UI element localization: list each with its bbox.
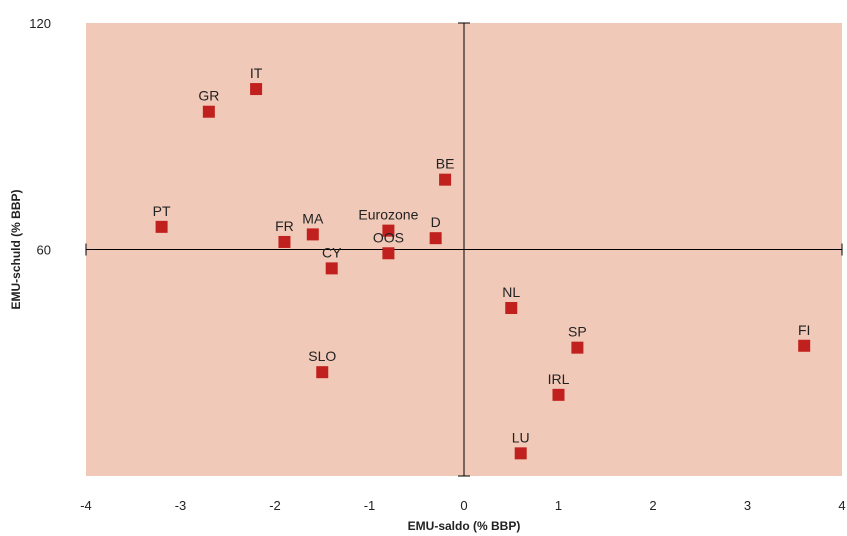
point-label-fr: FR — [275, 218, 294, 234]
data-point-oos — [382, 247, 395, 260]
data-point-be — [439, 173, 452, 186]
point-label-oos: OOS — [373, 229, 404, 245]
point-label-cy: CY — [322, 244, 342, 260]
data-point-pt — [155, 220, 168, 233]
data-point-fi — [798, 339, 811, 352]
point-label-d: D — [431, 214, 441, 230]
point-label-be: BE — [436, 156, 455, 172]
data-point-labels: IT GR BE PT FR MA Eurozone D CY OOS NL SP FI SLO IRL LU — [153, 65, 811, 445]
x-tick-label: 2 — [649, 498, 656, 513]
point-label-slo: SLO — [308, 348, 336, 364]
data-point-irl — [552, 388, 565, 401]
data-point-nl — [505, 302, 518, 315]
data-points — [155, 83, 811, 460]
x-tick-label: 0 — [460, 498, 467, 513]
x-tick-labels: -4 -3 -2 -1 0 1 2 3 4 — [80, 498, 845, 513]
data-point-cy — [325, 262, 338, 275]
point-label-pt: PT — [153, 203, 171, 219]
y-tick-labels: 120 60 — [29, 16, 51, 258]
x-tick-label: -4 — [80, 498, 92, 513]
y-tick-label: 60 — [37, 243, 51, 258]
point-label-ma: MA — [302, 210, 324, 226]
data-point-eurozone — [382, 224, 395, 237]
data-point-sp — [571, 341, 584, 354]
x-tick-label: -3 — [175, 498, 187, 513]
axis-tick-marks — [85, 22, 843, 477]
point-label-fi: FI — [798, 322, 810, 338]
data-point-gr — [202, 105, 215, 118]
x-tick-label: -2 — [269, 498, 281, 513]
data-point-ma — [306, 228, 319, 241]
point-label-irl: IRL — [548, 371, 570, 387]
point-label-gr: GR — [198, 88, 219, 104]
point-label-lu: LU — [512, 429, 530, 445]
x-tick-label: 1 — [555, 498, 562, 513]
x-tick-label: -1 — [364, 498, 376, 513]
data-point-it — [250, 83, 263, 96]
point-label-eurozone: Eurozone — [358, 207, 418, 223]
x-axis-title: EMU-saldo (% BBP) — [408, 519, 521, 533]
point-label-sp: SP — [568, 324, 587, 340]
y-axis-title: EMU-schuld (% BBP) — [9, 189, 23, 309]
point-label-nl: NL — [502, 284, 520, 300]
data-point-fr — [278, 235, 291, 248]
data-point-slo — [316, 366, 329, 379]
x-tick-label: 3 — [744, 498, 751, 513]
data-point-d — [429, 232, 442, 245]
x-tick-label: 4 — [838, 498, 845, 513]
data-point-lu — [514, 447, 527, 460]
y-tick-label: 120 — [29, 16, 51, 31]
point-label-it: IT — [250, 65, 263, 81]
